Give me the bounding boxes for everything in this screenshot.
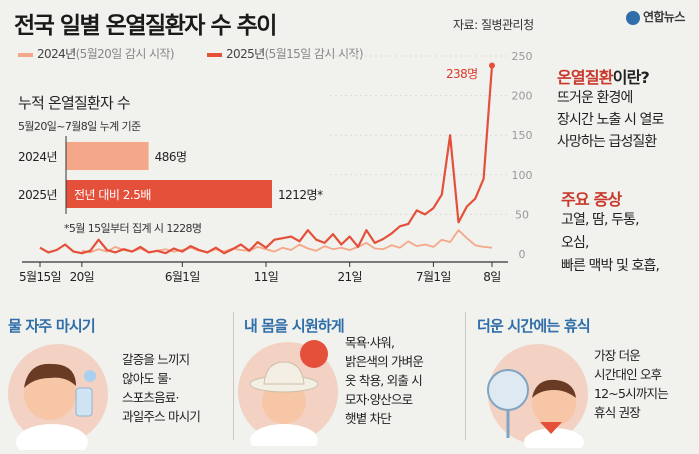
logo-mark-icon <box>626 10 640 25</box>
y-tick-label: 0 <box>519 248 526 261</box>
series-line-2025년 <box>39 65 494 255</box>
fan-rest-illustration <box>487 344 588 448</box>
y-axis: 0 50 100 150 200 250 <box>330 50 533 261</box>
legend-note-2024: (5월20일 감시 시작) <box>75 47 175 61</box>
legend-swatch-2024 <box>18 52 33 57</box>
info-line-2: 장시간 노출 시 열로 <box>557 112 664 128</box>
face-shape <box>24 368 76 420</box>
bar-label-2025: 2025년 <box>18 188 58 202</box>
peak-point <box>489 62 495 69</box>
card-line-cool-4: 모자·양산으로 <box>345 392 413 407</box>
y-tick-label: 100 <box>512 169 533 182</box>
bar-label-2024: 2024년 <box>18 150 58 164</box>
legend-label-2025: 2025년 <box>226 47 265 61</box>
info-line-3: 사망하는 급성질환 <box>557 134 657 150</box>
card-line-rest-3: 12~5시까지는 <box>594 386 669 401</box>
water-bottle-icon <box>75 387 93 417</box>
card-line-water-1: 갈증을 느끼지 <box>122 352 190 367</box>
info-line-1: 뜨거운 환경에 <box>557 90 633 106</box>
legend-item-2024: 2024년(5월20일 감시 시작) <box>18 45 175 62</box>
y-tick-label: 50 <box>515 208 529 221</box>
card-line-cool-3: 옷 착용, 외출 시 <box>345 373 423 388</box>
drinking-water-illustration <box>8 344 108 450</box>
legend-item-2025: 2025년(5월15일 감시 시작) <box>207 45 364 62</box>
legend-note-2025: (5월15일 감시 시작) <box>264 47 364 61</box>
watermelon-icon <box>540 422 562 434</box>
card-divider-2 <box>465 312 466 440</box>
symptom-line-2: 오심, <box>561 235 589 251</box>
y-tick-label: 200 <box>512 90 533 103</box>
bar-value-2024: 486명 <box>154 150 187 164</box>
logo-text: 연합뉴스 <box>643 10 685 24</box>
cumulative-bar-2024년 <box>66 142 149 170</box>
hat-crown-icon <box>263 361 305 385</box>
info-heading: 온열질환이란? <box>557 64 650 88</box>
legend-label-2024: 2024년 <box>37 47 76 61</box>
card-title-rest: 더운 시간에는 휴식 <box>477 317 591 335</box>
card-line-rest-4: 휴식 권장 <box>594 405 641 420</box>
shirt-shape-2 <box>250 424 318 446</box>
card-line-rest-1: 가장 더운 <box>594 348 641 363</box>
x-tick-label: 5월15일 <box>19 270 61 284</box>
info-heading-rest: 이란? <box>612 68 650 87</box>
symptom-line-1: 고열, 땀, 두통, <box>561 212 640 228</box>
fan-icon <box>487 369 529 411</box>
cumulative-bars <box>65 136 272 214</box>
symptoms-heading: 주요 증상 <box>561 190 622 209</box>
x-tick-label: 7월1일 <box>416 270 451 284</box>
y-tick-label: 250 <box>512 50 533 63</box>
card-line-cool-5: 햇볕 차단 <box>345 411 392 426</box>
card-line-rest-2: 시간대인 오후 <box>594 367 662 382</box>
cumulative-subtitle: 5월20일~7월8일 누계 기준 <box>18 120 141 133</box>
x-tick-label: 6월1일 <box>165 270 200 284</box>
x-tick-label: 20일 <box>70 270 95 284</box>
water-drop-icon <box>84 370 96 382</box>
card-title-cool: 내 몸을 시원하게 <box>244 317 345 335</box>
page-title: 전국 일별 온열질환자 수 추이 <box>14 13 277 39</box>
cumulative-title: 누적 온열질환자 수 <box>18 94 131 112</box>
x-tick-label: 21일 <box>337 270 362 284</box>
sun-icon <box>300 340 328 368</box>
card-line-cool-1: 목욕·샤워, <box>345 335 395 350</box>
peak-label: 238명 <box>446 67 478 81</box>
card-title-water: 물 자주 마시기 <box>8 317 96 335</box>
x-tick-label: 8일 <box>483 270 500 284</box>
shirt-shape <box>16 424 88 450</box>
publisher-logo: 연합뉴스 <box>626 8 685 25</box>
y-tick-label: 150 <box>512 129 533 142</box>
info-heading-text: 온열질환이란? <box>557 68 650 87</box>
series-layer <box>39 62 495 255</box>
line-chart: 0 50 100 150 200 250 5월15일 20일 6월1일 11일 21일 7월1일 8일 <box>19 50 533 284</box>
shirt-shape-3 <box>524 428 584 448</box>
source-credit: 자료: 질병관리청 <box>453 18 534 32</box>
comparison-label: 전년 대비 2.5배 <box>74 188 151 202</box>
legend-swatch-2025 <box>207 52 222 57</box>
card-divider-1 <box>233 312 234 440</box>
card-line-water-3: 스포츠음료· <box>122 390 179 405</box>
face-shape-3 <box>532 382 576 426</box>
bar-value-2025: 1212명* <box>278 188 323 202</box>
card-line-water-2: 않아도 물· <box>122 371 172 386</box>
x-axis: 5월15일 20일 6월1일 11일 21일 7월1일 8일 <box>19 261 508 284</box>
symptom-line-3: 빠른 맥박 및 호흡, <box>561 258 660 274</box>
cumulative-bar-2025년 <box>66 180 272 208</box>
x-tick-label: 11일 <box>254 270 279 284</box>
sun-hat-illustration <box>238 340 338 446</box>
hair-shape-3 <box>532 379 576 398</box>
cumulative-note: *5월 15일부터 집계 시 1228명 <box>64 222 202 235</box>
card-line-water-4: 과일주스 마시기 <box>122 409 201 424</box>
info-heading-highlight: 온열질환 <box>557 68 613 87</box>
card-line-cool-2: 밝은색의 가벼운 <box>345 354 424 369</box>
hair-shape <box>24 363 76 388</box>
